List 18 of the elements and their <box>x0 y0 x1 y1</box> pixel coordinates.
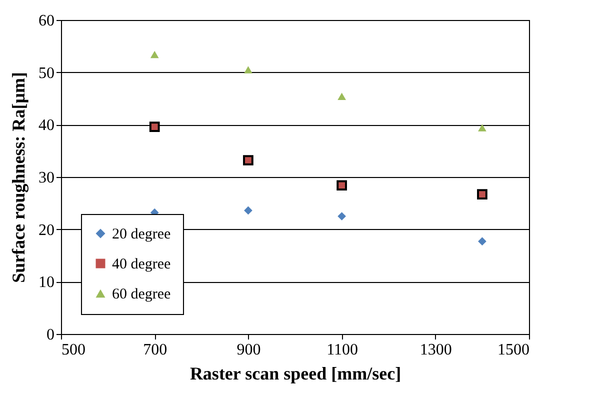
y-tick-label: 10 <box>38 274 54 292</box>
legend-label: 40 degree <box>112 256 172 272</box>
x-axis-title: Raster scan speed [mm/sec] <box>190 364 402 384</box>
x-tick-label: 700 <box>143 342 168 358</box>
x-tick-label: 1500 <box>498 342 530 358</box>
legend-label: 60 degree <box>112 286 172 302</box>
y-tick-label: 0 <box>46 326 54 344</box>
x-tick-label: 1100 <box>326 342 358 358</box>
y-tick-label: 60 <box>38 12 54 30</box>
y-tick-label: 50 <box>38 64 54 82</box>
y-tick-label: 40 <box>38 117 54 134</box>
y-tick-label: 20 <box>38 222 54 239</box>
legend-label: 20 degree <box>112 226 172 242</box>
x-tick-label: 1300 <box>420 342 452 358</box>
x-tick-label: 900 <box>236 342 261 358</box>
y-axis-title: Surface roughness: Ra[μm] <box>8 72 28 283</box>
y-tick-label: 30 <box>38 170 54 186</box>
x-tick-label: 500 <box>62 342 86 358</box>
